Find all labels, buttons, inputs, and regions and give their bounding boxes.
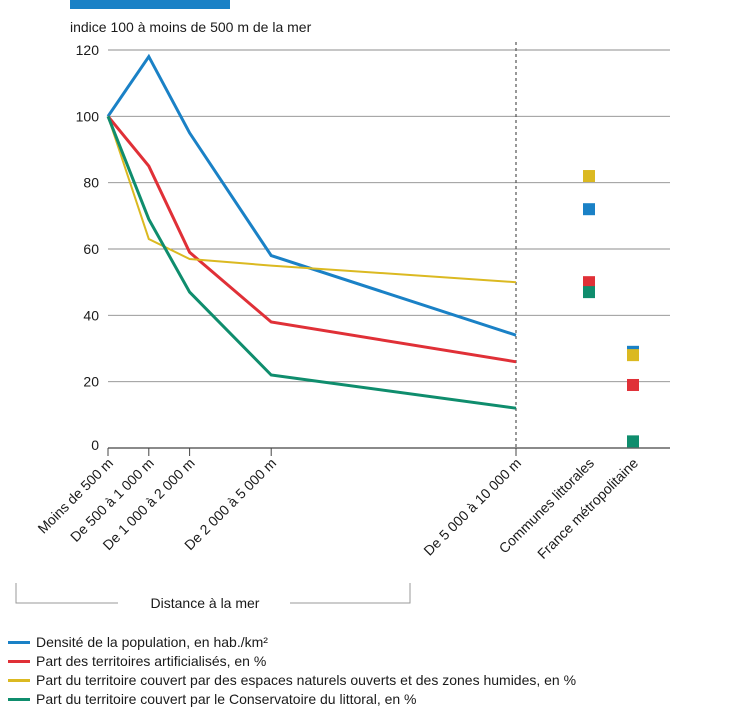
legend-item: Part des territoires artificialisés, en … [8,652,576,671]
y-tick-label: 20 [83,374,99,390]
series-line [106,115,517,410]
legend-label: Densité de la population, en hab./km² [36,634,268,650]
reference-marker [583,276,595,289]
y-tick-label: 60 [83,241,99,257]
y-tick-label: 100 [76,108,100,124]
series-line [107,115,517,284]
y-tick-label: 120 [76,42,100,58]
x-axis-label: Distance à la mer [151,595,260,611]
legend-item: Densité de la population, en hab./km² [8,633,576,652]
legend-item: Part du territoire couvert par des espac… [8,671,576,690]
legend-label: Part du territoire couvert par des espac… [36,672,577,688]
y-tick-label: 80 [83,175,99,191]
title-fragment [70,0,230,9]
series-line [106,53,517,337]
legend: Densité de la population, en hab./km² Par… [8,633,576,709]
legend-label: Part du territoire couvert par le Conser… [36,691,417,707]
reference-marker [583,170,595,183]
chart-subtitle: indice 100 à moins de 500 m de la mer [70,19,312,35]
y-tick-label: 0 [91,437,99,453]
legend-swatch [8,660,30,663]
legend-swatch [8,641,30,644]
series-line [106,115,517,364]
x-tick-label: De 2 000 à 5 000 m [181,455,279,553]
distance-bracket [15,583,411,604]
y-tick-label: 40 [83,307,99,323]
legend-swatch [8,679,30,682]
reference-marker [583,286,595,299]
legend-item: Part du territoire couvert par le Conser… [8,690,576,709]
legend-swatch [8,698,30,701]
y-axis-ticks: 0 20 40 60 80 100 120 [76,42,100,453]
gridlines [108,49,670,449]
reference-marker [627,349,639,362]
chart: indice 100 à moins de 500 m de la mer 0 2… [15,0,670,611]
reference-marker [627,378,639,391]
reference-markers [583,170,639,448]
legend-label: Part des territoires artificialisés, en … [36,653,267,669]
x-axis-ticks: Moins de 500 mDe 500 à 1 000 mDe 1 000 à… [34,448,641,562]
series-lines [106,53,517,410]
reference-marker [583,203,595,216]
reference-marker [627,435,639,448]
